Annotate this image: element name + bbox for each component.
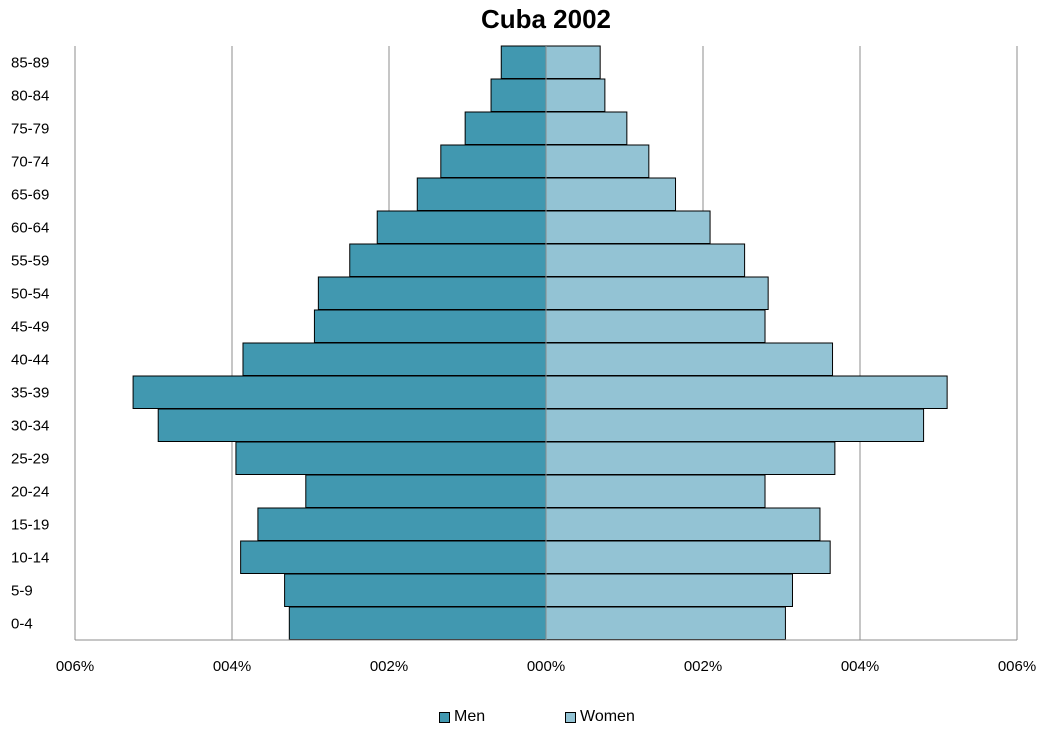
x-tick-label: 000%: [527, 658, 565, 675]
y-tick-label-45-49: 45-49: [11, 319, 49, 336]
women-bars: [545, 45, 948, 640]
women-bar-55-59: [545, 243, 746, 277]
x-axis-labels: 006% 004% 002% 000% 002% 004% 006%: [56, 658, 1036, 675]
men-bar-50-54: [317, 276, 547, 310]
chart-title: Cuba 2002: [480, 4, 612, 34]
y-tick-label-15-19: 15-19: [11, 517, 49, 534]
y-axis-labels: 0-4 5-9 10-14 15-19 20-24 25-29 30-34 35-39 40-4…: [11, 55, 49, 633]
women-bar-40-44: [545, 342, 834, 376]
legend-swatch-women: [565, 711, 576, 723]
women-bar-15-19: [545, 507, 821, 541]
y-tick-label-5-9: 5-9: [11, 583, 33, 600]
legend-swatch-men: [439, 711, 450, 723]
women-bar-80-84: [545, 78, 606, 112]
men-bar-20-24: [305, 474, 547, 508]
women-bar-75-79: [545, 111, 628, 145]
women-bar-0-4: [545, 606, 786, 640]
y-tick-label-0-4: 0-4: [11, 616, 33, 633]
men-bar-0-4: [288, 606, 547, 640]
men-bar-60-64: [376, 210, 547, 244]
men-bar-80-84: [490, 78, 547, 112]
women-bar-45-49: [545, 309, 766, 343]
population-pyramid-chart: 0-4 5-9 10-14 15-19 20-24 25-29 30-34 35-39 40-4…: [11, 45, 1036, 675]
men-bar-70-74: [440, 144, 547, 178]
women-bar-60-64: [545, 210, 711, 244]
y-tick-label-30-34: 30-34: [11, 418, 49, 435]
women-bar-25-29: [545, 441, 836, 475]
x-tick-label: 002%: [684, 658, 722, 675]
y-tick-label-35-39: 35-39: [11, 385, 49, 402]
men-bars: [132, 45, 547, 640]
y-tick-label-50-54: 50-54: [11, 286, 49, 303]
x-tick-label: 004%: [213, 658, 251, 675]
men-bar-25-29: [235, 441, 547, 475]
women-bar-85-89: [545, 45, 601, 79]
legend-item-women: Women: [565, 708, 635, 726]
y-tick-label-55-59: 55-59: [11, 253, 49, 270]
men-bar-10-14: [240, 540, 547, 574]
legend-label-men: Men: [454, 708, 486, 725]
legend-item-men: Men: [439, 708, 485, 726]
y-tick-label-65-69: 65-69: [11, 187, 49, 204]
men-bar-35-39: [132, 375, 547, 409]
women-bar-30-34: [545, 408, 925, 442]
men-bar-75-79: [464, 111, 547, 145]
legend: Men Women: [0, 708, 1046, 732]
y-tick-label-25-29: 25-29: [11, 451, 49, 468]
men-bar-30-34: [157, 408, 547, 442]
y-tick-label-40-44: 40-44: [11, 352, 49, 369]
women-bar-70-74: [545, 144, 650, 178]
men-bar-5-9: [284, 573, 547, 607]
men-bar-55-59: [349, 243, 547, 277]
men-bar-65-69: [416, 177, 547, 211]
y-tick-label-70-74: 70-74: [11, 154, 49, 171]
y-tick-label-85-89: 85-89: [11, 55, 49, 72]
men-bar-85-89: [500, 45, 547, 79]
women-bar-10-14: [545, 540, 831, 574]
women-bar-35-39: [545, 375, 948, 409]
women-bar-50-54: [545, 276, 769, 310]
x-tick-label: 006%: [56, 658, 94, 675]
y-tick-label-20-24: 20-24: [11, 484, 49, 501]
women-bar-20-24: [545, 474, 766, 508]
men-bar-45-49: [313, 309, 547, 343]
women-bar-5-9: [545, 573, 793, 607]
y-tick-label-10-14: 10-14: [11, 550, 49, 567]
legend-label-women: Women: [580, 708, 635, 725]
x-tick-label: 006%: [998, 658, 1036, 675]
men-bar-40-44: [242, 342, 547, 376]
x-tick-label: 004%: [841, 658, 879, 675]
y-tick-label-60-64: 60-64: [11, 220, 49, 237]
y-tick-label-75-79: 75-79: [11, 121, 49, 138]
men-bar-15-19: [257, 507, 547, 541]
axis-lines: [75, 46, 1017, 641]
x-tick-label: 002%: [370, 658, 408, 675]
women-bar-65-69: [545, 177, 677, 211]
y-tick-label-80-84: 80-84: [11, 88, 49, 105]
